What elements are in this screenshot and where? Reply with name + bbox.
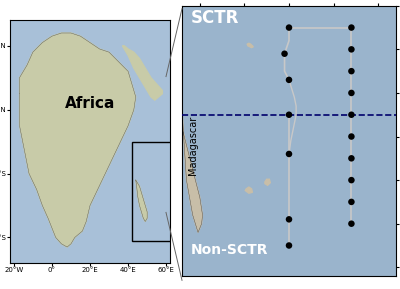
Bar bbox=[132, 142, 189, 241]
Point bbox=[286, 152, 292, 156]
Text: Non-SCTR: Non-SCTR bbox=[191, 243, 268, 257]
Text: Madagascar: Madagascar bbox=[188, 116, 198, 175]
Point bbox=[348, 178, 355, 182]
Point bbox=[348, 200, 355, 204]
Point bbox=[348, 47, 355, 52]
Polygon shape bbox=[136, 180, 147, 221]
Text: Africa: Africa bbox=[65, 96, 115, 111]
Polygon shape bbox=[247, 43, 253, 48]
Point bbox=[348, 69, 355, 73]
Point bbox=[348, 156, 355, 161]
Point bbox=[286, 243, 292, 248]
Point bbox=[286, 25, 292, 30]
Point bbox=[348, 25, 355, 30]
Polygon shape bbox=[265, 179, 270, 185]
Polygon shape bbox=[122, 46, 162, 100]
Point bbox=[348, 91, 355, 95]
Point bbox=[281, 51, 288, 56]
Point bbox=[286, 217, 292, 222]
Point bbox=[286, 77, 292, 82]
Polygon shape bbox=[245, 187, 252, 193]
Point bbox=[348, 134, 355, 139]
Polygon shape bbox=[182, 110, 202, 232]
Point bbox=[286, 112, 292, 117]
Polygon shape bbox=[20, 33, 136, 247]
Point bbox=[348, 112, 355, 117]
Point bbox=[348, 221, 355, 226]
Text: SCTR: SCTR bbox=[191, 9, 239, 27]
